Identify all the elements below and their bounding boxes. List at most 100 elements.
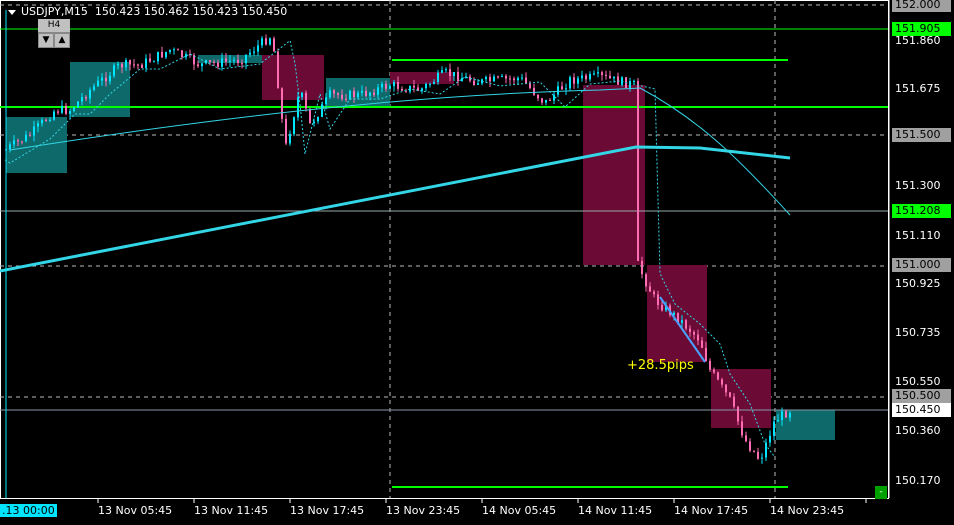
bull-candle bbox=[349, 90, 351, 100]
bear-candle bbox=[717, 372, 719, 380]
level-label-151000: 151.000 bbox=[892, 258, 951, 272]
bear-candle bbox=[617, 76, 619, 85]
bear-candle bbox=[449, 69, 451, 76]
bear-candle bbox=[649, 286, 651, 292]
bull-candle bbox=[557, 86, 559, 95]
bull-candle bbox=[229, 60, 231, 62]
bear-candle bbox=[705, 347, 707, 361]
bear-candle bbox=[149, 58, 151, 62]
bear-candle bbox=[457, 71, 459, 82]
bear-candle bbox=[401, 88, 403, 91]
bear-candle bbox=[57, 111, 59, 113]
pips-annotation: +28.5pips bbox=[627, 358, 694, 373]
bull-candle bbox=[173, 49, 175, 51]
bear-candle bbox=[469, 76, 471, 81]
bull-candle bbox=[633, 80, 635, 82]
h4-candle-box bbox=[776, 410, 835, 440]
bear-candle bbox=[85, 97, 87, 99]
slow-moving-average bbox=[0, 145, 791, 273]
bear-candle bbox=[729, 392, 731, 397]
dropdown-icon[interactable] bbox=[8, 9, 16, 15]
h4-candle-box bbox=[711, 369, 771, 428]
time-tick: 14 Nov 05:45 bbox=[482, 504, 557, 517]
bear-candle bbox=[653, 291, 655, 295]
medium-moving-average bbox=[9, 87, 791, 216]
bull-candle bbox=[33, 126, 35, 136]
time-tick: 13 Nov 23:45 bbox=[386, 504, 461, 517]
timeframe-down-button[interactable]: ▼ bbox=[38, 33, 54, 48]
bull-candle bbox=[493, 76, 495, 82]
bear-candle bbox=[265, 38, 267, 45]
bull-candle bbox=[465, 76, 467, 79]
time-tick: 14 Nov 23:45 bbox=[770, 504, 845, 517]
price-tick: 151.675 bbox=[895, 82, 941, 95]
bear-candle bbox=[285, 118, 287, 144]
minimize-button[interactable]: - bbox=[875, 486, 887, 499]
bull-candle bbox=[269, 38, 271, 45]
bull-candle bbox=[221, 58, 223, 67]
price-tick: 150.735 bbox=[895, 326, 941, 339]
bear-candle bbox=[513, 78, 515, 81]
bull-candle bbox=[97, 80, 99, 87]
bull-candle bbox=[165, 51, 167, 58]
bear-candle bbox=[189, 54, 191, 56]
bull-candle bbox=[81, 97, 83, 102]
bear-candle bbox=[309, 108, 311, 124]
timeframe-up-button[interactable]: ▲ bbox=[54, 33, 70, 48]
bull-candle bbox=[421, 88, 423, 91]
price-tick: 150.170 bbox=[895, 474, 941, 487]
bear-candle bbox=[693, 332, 695, 335]
bull-candle bbox=[789, 412, 791, 418]
level-label-152000: 152.000 bbox=[892, 0, 951, 12]
bull-candle bbox=[253, 51, 255, 53]
bull-candle bbox=[389, 86, 391, 89]
bull-candle bbox=[501, 75, 503, 77]
bear-candle bbox=[641, 260, 643, 275]
bear-candle bbox=[417, 87, 419, 91]
bear-candle bbox=[177, 49, 179, 51]
bear-candle bbox=[741, 421, 743, 436]
h4-candle-box bbox=[583, 85, 645, 265]
bear-candle bbox=[713, 369, 715, 373]
bull-candle bbox=[393, 82, 395, 87]
bear-candle bbox=[21, 141, 23, 143]
bull-candle bbox=[317, 117, 319, 122]
bear-candle bbox=[745, 435, 747, 442]
bull-candle bbox=[293, 117, 295, 135]
bull-candle bbox=[593, 73, 595, 75]
bear-candle bbox=[237, 59, 239, 64]
bear-candle bbox=[489, 76, 491, 82]
bull-candle bbox=[69, 111, 71, 114]
bear-candle bbox=[137, 64, 139, 66]
bear-candle bbox=[785, 411, 787, 418]
symbol-label: USDJPY,M15 bbox=[21, 5, 88, 18]
level-label-151905: 151.905 bbox=[892, 22, 951, 36]
price-tick: 151.860 bbox=[895, 34, 941, 47]
bull-candle bbox=[257, 45, 259, 52]
bull-candle bbox=[565, 88, 567, 90]
bear-candle bbox=[601, 72, 603, 75]
bull-candle bbox=[73, 107, 75, 112]
bear-candle bbox=[725, 384, 727, 393]
bear-candle bbox=[333, 90, 335, 94]
h4-candle-box bbox=[70, 62, 130, 117]
bull-candle bbox=[93, 86, 95, 90]
bear-candle bbox=[537, 94, 539, 99]
bear-candle bbox=[129, 60, 131, 65]
bull-candle bbox=[77, 101, 79, 108]
bear-candle bbox=[161, 51, 163, 58]
bull-candle bbox=[453, 71, 455, 76]
bear-candle bbox=[749, 441, 751, 451]
bear-candle bbox=[497, 76, 499, 78]
bull-candle bbox=[297, 97, 299, 118]
bull-candle bbox=[169, 49, 171, 52]
bull-candle bbox=[377, 87, 379, 95]
price-tick: 150.925 bbox=[895, 277, 941, 290]
bull-candle bbox=[461, 78, 463, 82]
bull-candle bbox=[477, 83, 479, 85]
bull-candle bbox=[665, 305, 667, 311]
bear-candle bbox=[529, 83, 531, 88]
bear-candle bbox=[561, 86, 563, 90]
bear-candle bbox=[385, 83, 387, 89]
